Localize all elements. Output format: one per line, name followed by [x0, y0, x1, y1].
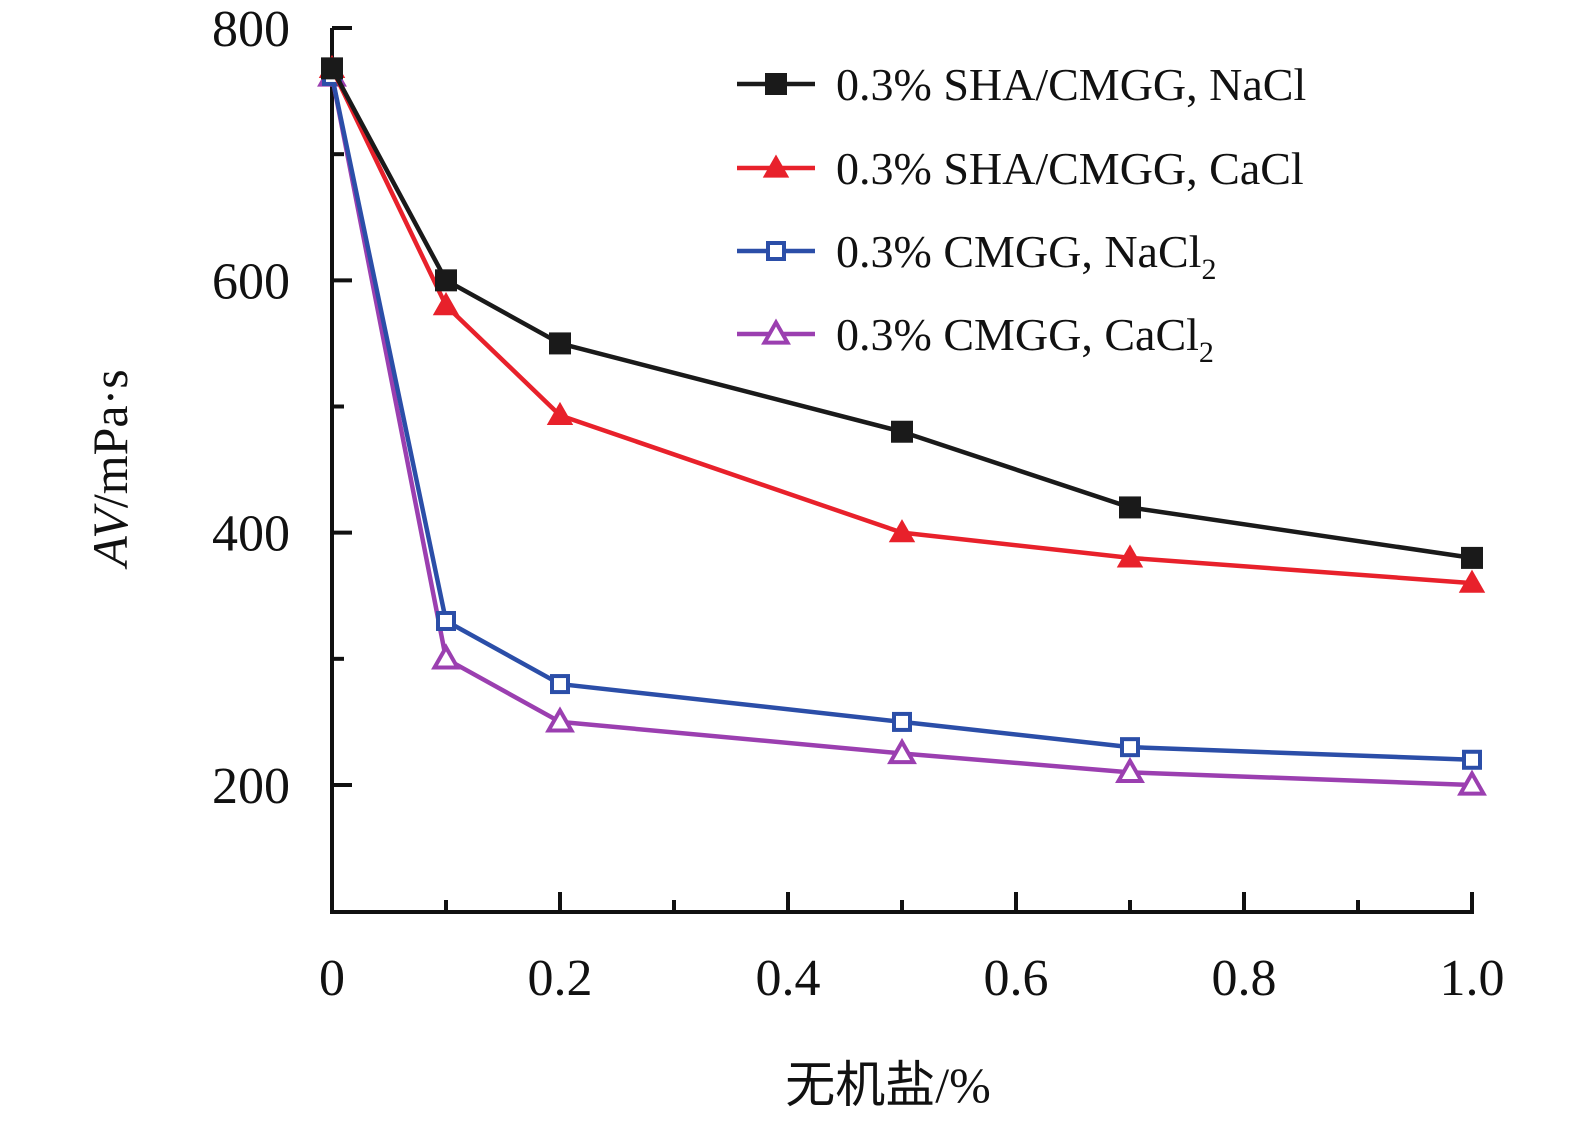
x-tick-label: 1.0 [1440, 950, 1505, 1007]
marker-square [435, 269, 457, 292]
series-layer [317, 54, 1487, 796]
marker-square-open [1462, 749, 1482, 770]
marker-square [765, 73, 787, 95]
legend: 0.3% SHA/CMGG, NaCl 0.3% SHA/CMGG, CaCl 0.… [737, 59, 1306, 369]
legend-label-main: 0.3% SHA/CMGG, CaCl [836, 143, 1304, 194]
y-tick-label: 400 [212, 506, 290, 563]
marker-triangle-open [1457, 769, 1487, 796]
marker-triangle-open [887, 737, 917, 765]
legend-item: 0.3% SHA/CMGG, NaCl [737, 59, 1306, 110]
series-line [330, 67, 1473, 561]
y-axis-label-italic: AV [82, 503, 138, 570]
marker-triangle-open [1115, 756, 1145, 784]
marker-triangle [546, 401, 574, 425]
x-tick-label: 0.4 [756, 950, 821, 1007]
y-tick-label: 800 [212, 1, 290, 58]
x-tick-label: 0 [319, 950, 345, 1007]
marker-triangle [432, 292, 460, 316]
legend-label-main: 0.3% CMGG, NaCl [836, 226, 1201, 277]
legend-item: 0.3% CMGG, CaCl2 [737, 309, 1214, 369]
marker-square [549, 332, 571, 355]
marker-square-open [1120, 737, 1140, 758]
series-line [329, 67, 1473, 586]
marker-square-open [436, 610, 456, 631]
marker-triangle [1116, 544, 1144, 568]
legend-item: 0.3% CMGG, NaCl2 [737, 226, 1216, 286]
series-line [329, 75, 1473, 788]
marker-triangle-open [431, 643, 461, 670]
marker-triangle [1458, 569, 1486, 593]
x-tick-label: 0.6 [984, 950, 1049, 1007]
series-line [329, 75, 1473, 763]
y-axis-label-unit: /mPa·s [82, 369, 138, 508]
y-tick-label: 600 [212, 253, 290, 310]
legend-label-subscript: 2 [1201, 253, 1216, 286]
marker-square [321, 57, 343, 80]
legend-label: 0.3% SHA/CMGG, CaCl [836, 143, 1304, 194]
legend-item: 0.3% SHA/CMGG, CaCl [737, 143, 1304, 194]
marker-triangle-open [761, 318, 791, 345]
chart-axes: 200 400 600 800 0 0.2 0.4 0.6 0.8 1.0 [212, 1, 1505, 1007]
legend-label: 0.3% CMGG, CaCl2 [836, 309, 1214, 369]
x-tick-label: 0.8 [1212, 950, 1277, 1007]
marker-triangle [762, 154, 790, 178]
marker-square [1119, 496, 1141, 519]
marker-square-open [550, 674, 570, 695]
legend-label: 0.3% CMGG, NaCl2 [836, 226, 1216, 286]
legend-label-subscript: 2 [1199, 336, 1214, 369]
marker-square [1461, 546, 1483, 569]
marker-triangle [888, 519, 916, 543]
marker-triangle-open [545, 706, 575, 733]
legend-label: 0.3% SHA/CMGG, NaCl [836, 59, 1306, 110]
legend-label-main: 0.3% CMGG, CaCl [836, 309, 1199, 360]
y-tick-label: 200 [212, 758, 290, 815]
y-axis-label: AV/mPa·s [82, 369, 138, 570]
x-tick-label: 0.2 [528, 950, 593, 1007]
marker-square [891, 420, 913, 443]
legend-label-main: 0.3% SHA/CMGG, NaCl [836, 59, 1306, 110]
series-4 [317, 60, 1487, 796]
marker-square-open [892, 711, 912, 732]
x-axis-label: 无机盐/% [785, 1057, 991, 1113]
marker-square-open [766, 241, 786, 261]
series-1 [321, 57, 1483, 569]
